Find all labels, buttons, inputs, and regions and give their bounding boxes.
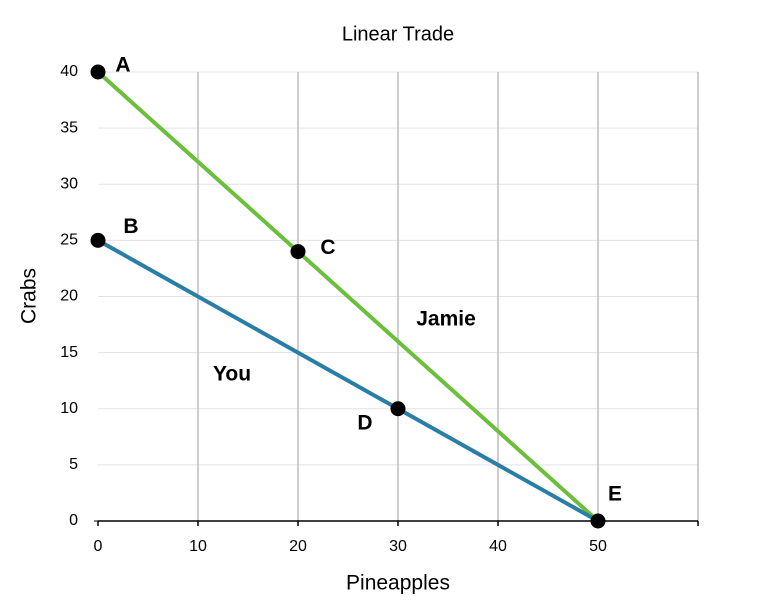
series-label: You <box>213 363 251 386</box>
point-label: C <box>320 236 335 259</box>
y-tick-label: 30 <box>60 175 78 192</box>
point-label: B <box>123 215 138 238</box>
point <box>290 244 306 260</box>
series-label: Jamie <box>416 308 476 331</box>
point <box>390 401 406 417</box>
point <box>590 513 606 529</box>
y-tick-label: 20 <box>60 288 78 305</box>
chart-title: Linear Trade <box>342 23 454 45</box>
point <box>90 232 106 248</box>
x-tick-label: 30 <box>389 538 407 555</box>
point-label: A <box>115 54 130 77</box>
point <box>90 64 106 80</box>
y-tick-label: 5 <box>69 456 78 473</box>
x-axis-title: Pineapples <box>346 572 450 595</box>
y-tick-label: 0 <box>69 512 78 529</box>
y-tick-label: 35 <box>60 119 78 136</box>
series-line <box>97 238 599 523</box>
x-tick-label: 20 <box>289 538 307 555</box>
x-tick-label: 0 <box>94 538 103 555</box>
y-tick-label: 15 <box>60 344 78 361</box>
x-tick-label: 10 <box>189 538 207 555</box>
x-tick-label: 50 <box>589 538 607 555</box>
y-tick-label: 40 <box>60 63 78 80</box>
point-label: E <box>608 483 622 506</box>
point-label: D <box>357 411 372 434</box>
x-tick-label: 40 <box>489 538 507 555</box>
y-axis-title: Crabs <box>18 268 41 324</box>
y-tick-label: 10 <box>60 400 78 417</box>
y-tick-label: 25 <box>60 232 78 249</box>
